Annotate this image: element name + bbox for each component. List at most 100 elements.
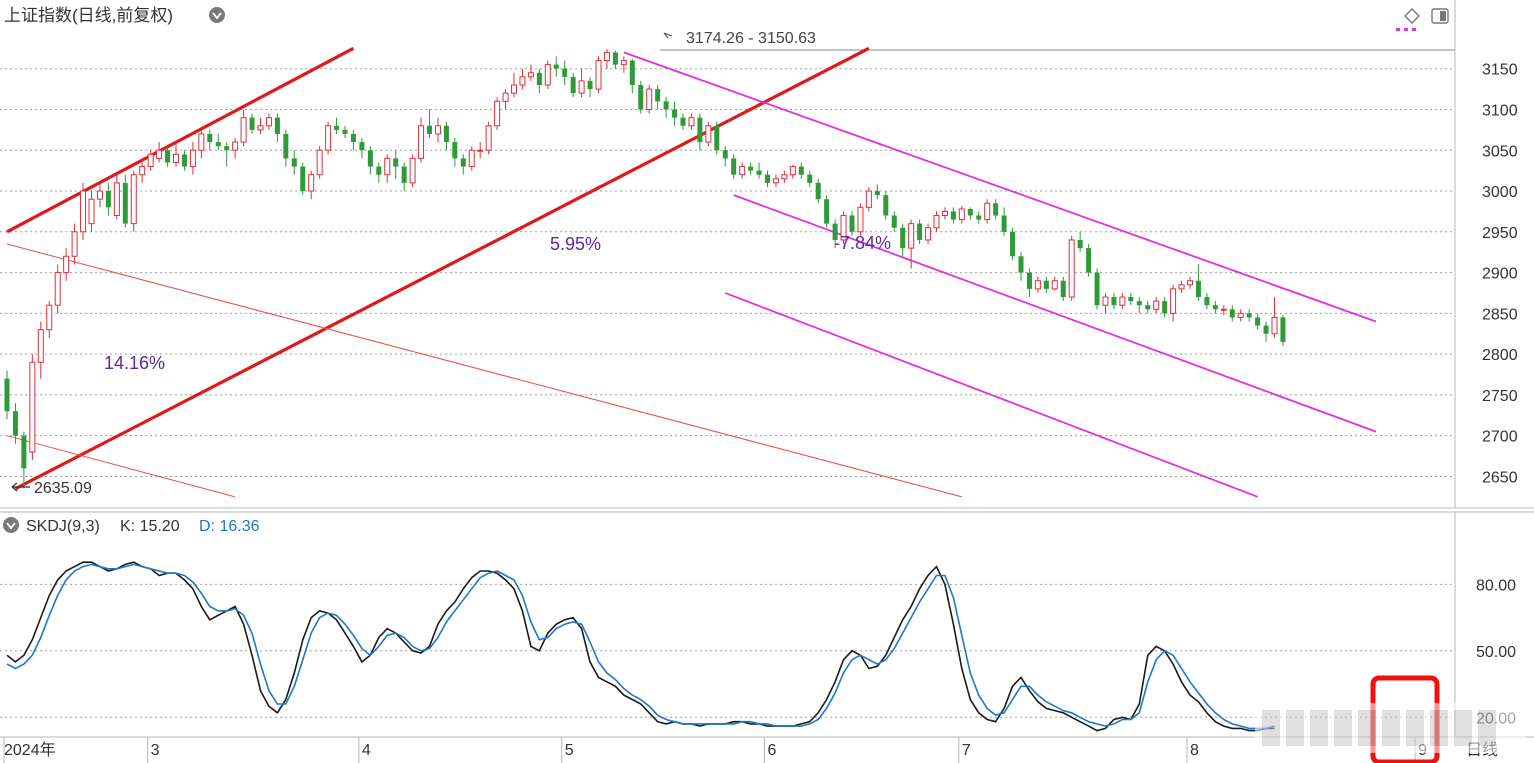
candle-body-up — [511, 84, 517, 94]
candle-body-down — [1162, 301, 1168, 314]
candle-body-up — [603, 51, 610, 62]
candle-body-up — [96, 190, 103, 200]
pct-label-rise: 14.16% — [104, 353, 165, 373]
candle-body-down — [181, 154, 187, 167]
candle-body-up — [139, 166, 146, 176]
candle-body-up — [80, 190, 87, 233]
candle-body-down — [891, 215, 897, 228]
candle-body-down — [21, 435, 27, 469]
candle-body-up — [494, 100, 501, 127]
osc-tick-label: 80.00 — [1476, 577, 1516, 594]
candle-body-up — [1119, 296, 1126, 306]
more-dots-icon[interactable] — [1396, 28, 1416, 31]
candle-body-down — [993, 203, 999, 216]
candle-body-up — [772, 178, 779, 184]
candle-body-up — [88, 198, 95, 225]
candle-body-up — [1220, 308, 1227, 311]
candle-body-up — [240, 117, 247, 143]
candle-body-down — [722, 150, 728, 159]
candle-body-down — [562, 68, 568, 77]
panel-toggle-icon[interactable] — [1431, 8, 1449, 24]
candle-body-down — [1246, 313, 1252, 318]
candle-body-down — [1094, 272, 1100, 306]
candle-body-down — [1060, 280, 1066, 298]
candle-body-up — [781, 174, 788, 180]
candle-body-up — [418, 125, 425, 159]
trend-line-red-thick — [14, 46, 870, 491]
candle-body-up — [595, 60, 602, 90]
candle-body-down — [1010, 231, 1016, 257]
trend-line-magenta — [623, 51, 1377, 323]
title-dropdown-icon[interactable] — [209, 7, 225, 23]
candle-body-up — [933, 214, 940, 229]
month-label: 8 — [1190, 742, 1199, 759]
candle-body-up — [477, 149, 484, 152]
candle-body-up — [705, 125, 712, 143]
d-value-label: D: 16.36 — [199, 518, 260, 535]
candle-body-down — [1195, 280, 1201, 298]
candle-body-down — [1212, 305, 1218, 310]
candle-body-down — [815, 182, 821, 200]
candle-body-down — [350, 133, 356, 143]
candlestick-series — [4, 49, 1286, 489]
candle-body-down — [393, 158, 399, 167]
price-tick-label: 3050 — [1482, 143, 1518, 160]
month-label: 5 — [565, 742, 574, 759]
candle-body-up — [1153, 300, 1160, 310]
candle-body-down — [680, 117, 686, 126]
trend-line-red-thin — [6, 435, 236, 498]
candle-body-up — [130, 174, 137, 225]
month-label: 2024年 — [4, 741, 56, 759]
candle-body-up — [1187, 280, 1193, 286]
candle-body-down — [612, 52, 618, 65]
candle-body-down — [224, 146, 230, 151]
candle-body-down — [917, 223, 923, 240]
price-tick-label: 3000 — [1482, 184, 1518, 201]
candle-body-down — [900, 227, 906, 249]
candle-body-down — [832, 223, 838, 240]
osc-line-k — [6, 561, 1275, 732]
k-value-label: K: 15.20 — [120, 518, 180, 535]
price-tick-label: 2750 — [1482, 388, 1518, 405]
month-label: 4 — [362, 742, 371, 759]
candle-body-down — [697, 117, 703, 143]
price-tick-label: 2700 — [1482, 429, 1518, 446]
candle-body-down — [291, 158, 297, 167]
candle-body-down — [1204, 297, 1210, 306]
indicator-dropdown-icon[interactable] — [3, 517, 19, 533]
peak-price-label: 3174.26 - 3150.63 — [686, 30, 816, 47]
price-tick-label: 2850 — [1482, 306, 1518, 323]
candle-body-up — [54, 272, 61, 306]
candle-body-up — [173, 153, 179, 163]
candle-body-down — [748, 166, 754, 171]
candle-body-down — [1263, 325, 1269, 334]
candle-body-down — [1001, 215, 1007, 232]
candle-body-up — [325, 125, 332, 151]
candle-body-down — [824, 199, 830, 224]
candle-body-up — [113, 182, 120, 216]
candle-body-down — [1255, 317, 1261, 326]
candle-body-up — [316, 149, 323, 176]
price-tick-label: 2900 — [1482, 266, 1518, 283]
diamond-icon[interactable] — [1404, 8, 1420, 24]
candle-body-up — [1271, 316, 1278, 335]
candle-body-down — [629, 60, 635, 86]
candle-body-up — [46, 304, 53, 331]
candle-body-up — [156, 149, 163, 159]
candle-body-down — [553, 64, 559, 69]
pct-label-fall: -7.84% — [834, 233, 891, 253]
candle-body-down — [105, 191, 111, 208]
candle-body-down — [1026, 272, 1032, 289]
candle-body-down — [401, 166, 407, 183]
candle-body-up — [857, 206, 864, 233]
candle-body-up — [865, 190, 872, 208]
candle-body-up — [739, 166, 746, 176]
candle-body-up — [1068, 239, 1075, 298]
candle-body-down — [570, 76, 576, 94]
candle-body-up — [189, 149, 196, 168]
osc-tick-label: 50.00 — [1476, 644, 1516, 661]
candle-body-down — [976, 215, 982, 220]
candle-body-up — [958, 208, 965, 221]
candle-body-up — [37, 329, 44, 363]
